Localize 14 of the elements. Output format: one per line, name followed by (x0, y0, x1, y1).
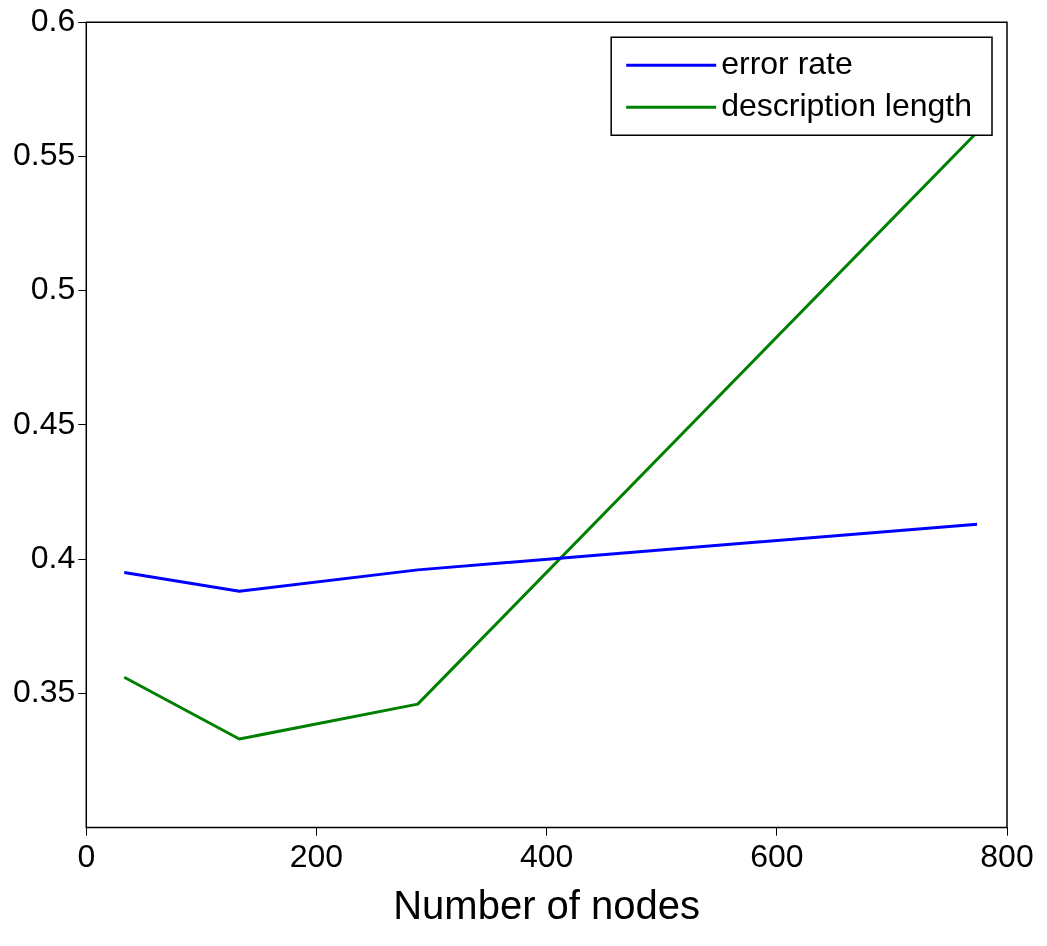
y-tick-label: 0.6 (30, 2, 76, 39)
y-tick-label: 0.45 (13, 404, 76, 441)
x-tick-label: 600 (750, 837, 804, 874)
legend-label: description length (721, 87, 972, 124)
x-axis-title: Number of nodes (393, 883, 701, 928)
y-tick-label: 0.4 (30, 538, 76, 575)
x-tick-label: 0 (77, 837, 96, 874)
y-tick-label: 0.5 (30, 270, 76, 307)
y-tick-label: 0.55 (13, 136, 76, 173)
x-tick-label: 200 (289, 837, 344, 874)
legend-label: error rate (721, 45, 853, 82)
y-tick-label: 0.35 (13, 673, 76, 710)
x-tick-label: 800 (980, 837, 1034, 874)
x-tick-label: 400 (519, 837, 574, 874)
